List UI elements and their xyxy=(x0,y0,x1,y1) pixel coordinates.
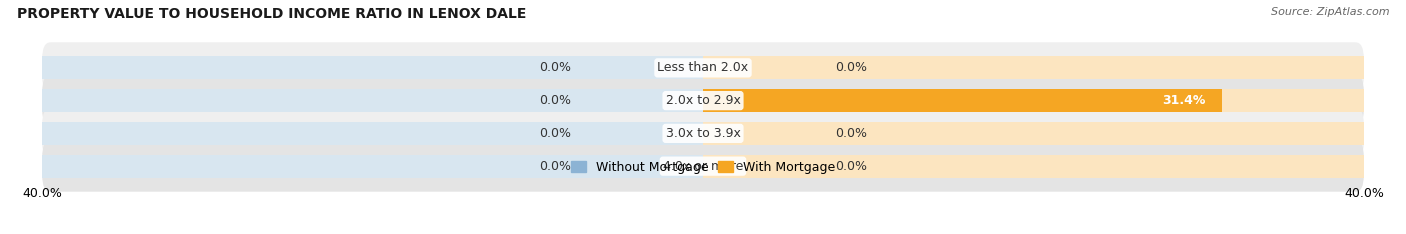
Text: 3.0x to 3.9x: 3.0x to 3.9x xyxy=(665,127,741,140)
Text: 0.0%: 0.0% xyxy=(835,61,868,74)
Text: Less than 2.0x: Less than 2.0x xyxy=(658,61,748,74)
Text: 0.0%: 0.0% xyxy=(835,160,868,173)
Bar xyxy=(703,122,1364,145)
Bar xyxy=(42,155,703,178)
FancyBboxPatch shape xyxy=(42,141,1364,192)
Text: 4.0x or more: 4.0x or more xyxy=(662,160,744,173)
Text: 0.0%: 0.0% xyxy=(538,127,571,140)
Text: 0.0%: 0.0% xyxy=(538,94,571,107)
Bar xyxy=(703,89,1364,112)
Text: 0.0%: 0.0% xyxy=(538,61,571,74)
Bar xyxy=(42,122,703,145)
Text: 0.0%: 0.0% xyxy=(538,160,571,173)
Bar xyxy=(42,89,703,112)
FancyBboxPatch shape xyxy=(42,42,1364,93)
FancyBboxPatch shape xyxy=(42,108,1364,159)
Text: Source: ZipAtlas.com: Source: ZipAtlas.com xyxy=(1271,7,1389,17)
Bar xyxy=(703,89,1222,112)
Text: 0.0%: 0.0% xyxy=(835,127,868,140)
FancyBboxPatch shape xyxy=(42,75,1364,126)
Text: 31.4%: 31.4% xyxy=(1161,94,1205,107)
Text: PROPERTY VALUE TO HOUSEHOLD INCOME RATIO IN LENOX DALE: PROPERTY VALUE TO HOUSEHOLD INCOME RATIO… xyxy=(17,7,526,21)
Bar xyxy=(703,155,1364,178)
Legend: Without Mortgage, With Mortgage: Without Mortgage, With Mortgage xyxy=(565,156,841,179)
Bar xyxy=(703,56,1364,79)
Text: 2.0x to 2.9x: 2.0x to 2.9x xyxy=(665,94,741,107)
Bar xyxy=(42,56,703,79)
